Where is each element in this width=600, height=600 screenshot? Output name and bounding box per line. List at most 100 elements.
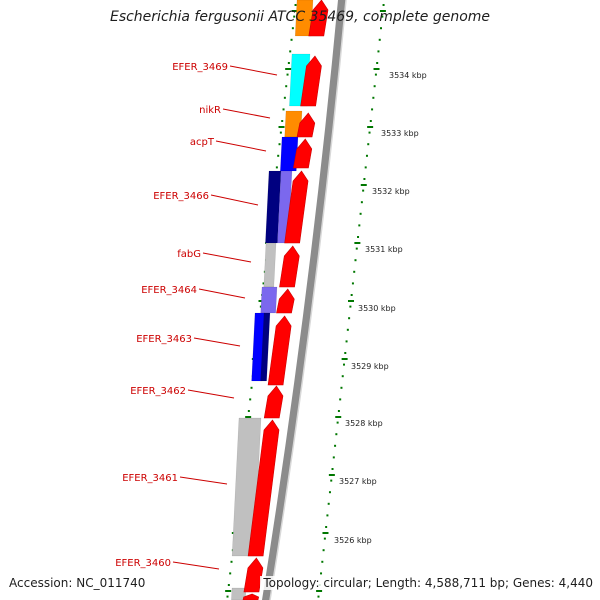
feature-track (231, 0, 314, 600)
outer-major-tick (335, 416, 342, 418)
outer-tick (326, 514, 329, 517)
outer-major-tick (360, 184, 367, 186)
outer-tick (335, 433, 338, 436)
outer-tick (327, 502, 330, 505)
kbp-label: 3527 kbp (339, 477, 377, 486)
outer-tick (336, 421, 339, 424)
outer-tick (358, 224, 361, 227)
cds-arrow (276, 288, 295, 314)
gene-labels: EFER_3469 nikR acpT EFER_3466 fabG EFER_3464 E… (115, 62, 278, 570)
topology-label: Topology: circular; Length: 4,588,711 bp… (260, 576, 593, 590)
gene-label: EFER_3464 (141, 285, 197, 296)
outer-tick (373, 85, 376, 88)
leader-line (172, 561, 220, 570)
outer-tick (378, 38, 381, 41)
accession-label: Accession: NC_011740 (9, 576, 146, 590)
outer-tick (359, 212, 362, 215)
outer-tick (337, 410, 340, 412)
outer-tick (376, 62, 379, 64)
outer-tick (350, 294, 353, 296)
outer-major-tick (328, 474, 335, 476)
outer-tick (348, 317, 351, 320)
outer-tick (355, 247, 358, 250)
inner-tick (227, 584, 230, 586)
gene-label: fabG (177, 249, 201, 260)
inner-major-tick (225, 590, 232, 592)
inner-tick (275, 166, 278, 169)
outer-tick (321, 560, 324, 563)
outer-tick (344, 352, 347, 354)
inner-tick (286, 73, 289, 76)
outer-tick (346, 328, 349, 331)
outer-tick (345, 340, 348, 343)
outer-tick (372, 96, 375, 99)
inner-major-tick (291, 10, 298, 12)
inner-tick (249, 398, 252, 401)
outer-tick (353, 270, 356, 273)
inner-tick (250, 386, 253, 389)
cds-arrow (300, 55, 322, 107)
outer-tick (354, 259, 357, 262)
gene-label: acpT (190, 137, 215, 148)
kbp-label: 3534 kbp (389, 71, 427, 80)
inner-tick (226, 595, 229, 598)
outer-tick (360, 201, 363, 204)
outer-tick (332, 456, 335, 459)
cds-arrow (308, 0, 329, 37)
outer-tick (363, 178, 366, 180)
outer-tick (365, 154, 368, 157)
gene-label: EFER_3463 (136, 334, 192, 345)
inner-tick (230, 560, 233, 563)
backbone-highlight (269, 0, 347, 600)
outer-major-tick (379, 10, 386, 12)
outer-tick (334, 444, 337, 447)
outer-major-tick (373, 68, 380, 70)
kbp-label: 3529 kbp (351, 362, 389, 371)
inner-tick (287, 62, 290, 64)
outer-tick (377, 50, 380, 53)
cds-arrow (243, 557, 264, 593)
kbp-label: 3532 kbp (372, 187, 410, 196)
outer-tick (364, 166, 367, 169)
inner-tick (285, 85, 288, 88)
outer-major-tick (354, 242, 361, 244)
backbone (262, 0, 347, 600)
gene-label: EFER_3460 (115, 558, 171, 569)
outer-tick (369, 120, 372, 122)
gray-feature (263, 242, 277, 288)
inner-tick (293, 15, 296, 18)
inner-tick (294, 4, 297, 6)
inner-tick (291, 27, 294, 30)
inner-tick (247, 410, 250, 412)
outer-tick (380, 27, 383, 30)
outer-tick (362, 189, 365, 192)
inner-tick (277, 154, 280, 157)
leader-line (210, 194, 259, 206)
outer-major-tick (316, 590, 323, 592)
cds-arrow (267, 315, 292, 386)
kbp-label: 3533 kbp (381, 129, 419, 138)
outer-major-tick (348, 300, 354, 302)
slate-feature-2 (260, 286, 278, 314)
kbp-label: 3526 kbp (334, 536, 372, 545)
inner-tick (279, 131, 282, 134)
leader-line (179, 476, 228, 485)
inner-tick (259, 305, 262, 308)
outer-tick (325, 526, 328, 528)
outer-tick (320, 572, 323, 575)
outer-tick (367, 143, 370, 146)
blue-feature (280, 136, 299, 172)
outer-tick (351, 282, 354, 285)
cds-arrow (293, 138, 313, 169)
gene-label: EFER_3466 (153, 191, 209, 202)
leader-line (187, 389, 235, 399)
cds-arrow (296, 112, 316, 138)
outer-tick (322, 549, 325, 552)
inner-tick (289, 50, 292, 53)
leader-line (202, 252, 252, 263)
outer-tick (368, 131, 371, 134)
inner-tick (283, 96, 286, 99)
inner-tick (281, 120, 284, 122)
inner-tick (229, 572, 232, 575)
outer-tick (339, 398, 342, 401)
